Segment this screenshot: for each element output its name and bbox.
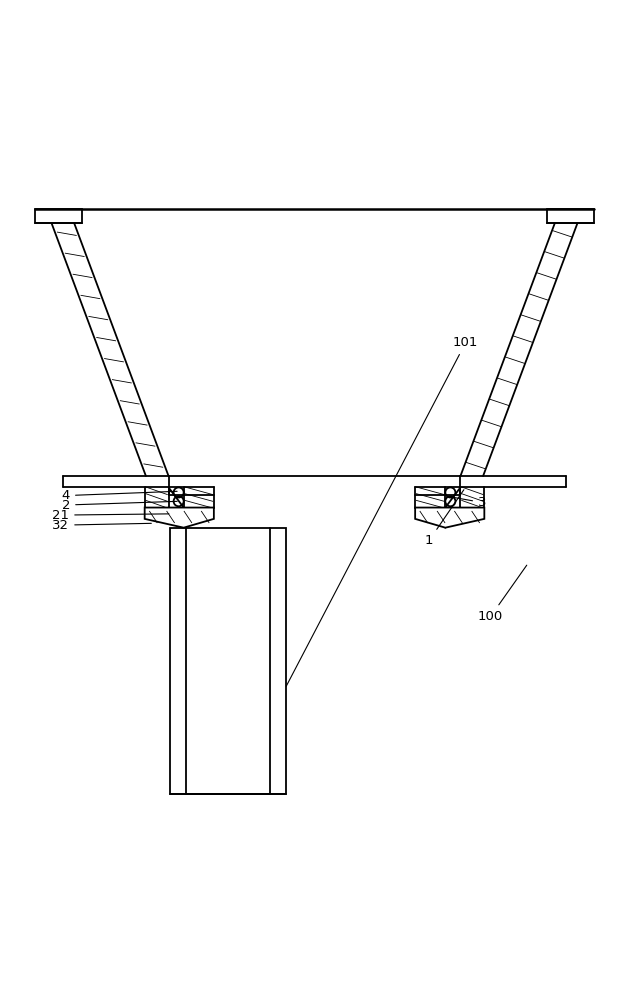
Text: 101: 101 — [286, 336, 478, 686]
Polygon shape — [415, 508, 484, 528]
Bar — [170, 528, 286, 794]
Text: 2: 2 — [62, 499, 177, 512]
Text: 1: 1 — [425, 490, 464, 547]
Polygon shape — [145, 508, 214, 528]
Text: 32: 32 — [52, 519, 152, 532]
Bar — [35, 209, 82, 223]
Text: 21: 21 — [52, 509, 169, 522]
Bar — [547, 209, 594, 223]
Text: 100: 100 — [478, 565, 526, 623]
Text: 4: 4 — [62, 489, 177, 502]
Text: 3: 3 — [453, 496, 487, 509]
